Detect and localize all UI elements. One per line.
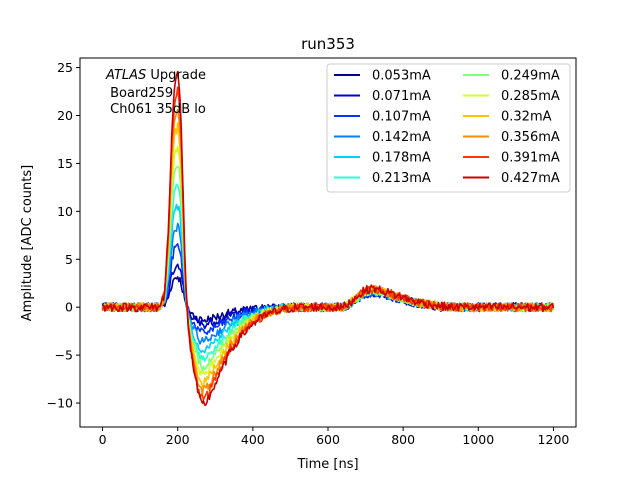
legend-box: [326, 63, 571, 193]
annotation-line-1: ATLAS Upgrade: [105, 68, 206, 83]
y-tick-label: 0: [65, 300, 73, 315]
y-tick-label: 25: [57, 60, 73, 75]
legend-label: 0.285mA: [501, 89, 560, 104]
legend-label: 0.142mA: [372, 130, 431, 145]
chart-title: run353: [301, 35, 355, 53]
legend-label: 0.107mA: [372, 110, 431, 125]
x-tick-label: 400: [241, 432, 265, 447]
series-group: [101, 70, 555, 406]
x-axis-label: Time [ns]: [296, 457, 358, 472]
y-tick-label: 20: [57, 108, 73, 123]
y-tick-label: 10: [57, 204, 73, 219]
y-tick-label: 5: [65, 252, 73, 267]
x-tick-label: 1000: [462, 432, 494, 447]
legend-label: 0.427mA: [501, 171, 560, 186]
annotation-board: Board259: [106, 86, 173, 101]
x-axis: 0 200 400 600 800 1000 1200: [99, 427, 570, 447]
legend-label: 0.249mA: [501, 69, 560, 84]
y-tick-label: −10: [47, 396, 73, 411]
y-axis: −10 −5 0 5 10 15 20 25: [47, 60, 80, 411]
legend-label: 0.213mA: [372, 171, 431, 186]
x-tick-label: 1200: [538, 432, 570, 447]
x-tick-label: 200: [166, 432, 190, 447]
x-tick-label: 800: [391, 432, 415, 447]
y-tick-label: −5: [55, 348, 73, 363]
legend-label: 0.356mA: [501, 130, 560, 145]
legend-label: 0.053mA: [372, 69, 431, 84]
legend-label: 0.178mA: [372, 151, 431, 166]
x-tick-label: 0: [99, 432, 107, 447]
x-tick-label: 600: [316, 432, 340, 447]
legend: 0.053mA 0.071mA 0.107mA 0.142mA 0.178mA 0.213…: [326, 63, 571, 193]
atlas-label: ATLAS: [105, 68, 146, 83]
legend-label: 0.391mA: [501, 151, 560, 166]
legend-label: 0.32mA: [501, 110, 552, 125]
series-line: [101, 86, 555, 401]
annotation-channel: Ch061 35dB lo: [106, 102, 206, 117]
y-axis-label: Amplitude [ADC counts]: [20, 165, 35, 321]
annotation-block: ATLAS Upgrade Board259 Ch061 35dB lo: [105, 68, 206, 117]
legend-label: 0.071mA: [372, 89, 431, 104]
upgrade-label: Upgrade: [146, 68, 206, 83]
series-line: [102, 70, 555, 406]
y-tick-label: 15: [57, 156, 73, 171]
